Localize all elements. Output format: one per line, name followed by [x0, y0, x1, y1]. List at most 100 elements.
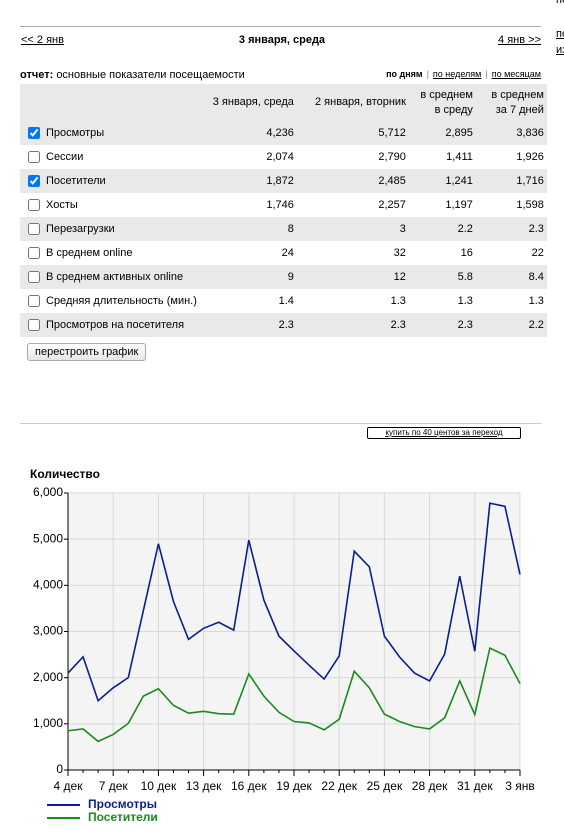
period-link[interactable]: по месяцам — [491, 69, 541, 79]
header-cell: 3 января, среда — [200, 84, 297, 121]
table-row: Перезагрузки 8 3 2.2 2.3 — [20, 217, 547, 241]
row-label: В среднем online — [46, 246, 133, 259]
value-cell: 1,926 — [516, 151, 544, 163]
row-checkbox[interactable] — [28, 295, 40, 308]
report-label: отчет: — [20, 69, 54, 81]
row-label: Посетители — [46, 174, 106, 187]
report-heading: отчет: основные показатели посещаемости — [20, 69, 245, 81]
header-row: 3 января, среда 2 января, вторник в средне… — [20, 84, 547, 121]
x-tick-label: 7 дек — [99, 779, 129, 793]
legend-label: Просмотры — [88, 797, 157, 811]
value-cell: 3,836 — [516, 127, 544, 139]
legend-label: Посетители — [88, 810, 158, 824]
header-text: в среднем за 7 дней — [491, 88, 544, 116]
buy-link[interactable]: купить по 40 центов за переход — [367, 427, 521, 439]
row-label-cell: Просмотров на посетителя — [20, 313, 200, 337]
x-tick-label: 10 дек — [141, 779, 177, 793]
row-checkbox[interactable] — [28, 247, 40, 260]
x-tick-label: 25 дек — [367, 779, 403, 793]
table-row: Посетители 1,872 2,485 1,241 1,716 — [20, 169, 547, 193]
row-checkbox[interactable] — [28, 127, 40, 140]
x-tick-label: 4 дек — [54, 779, 84, 793]
row-label-cell: Перезагрузки — [20, 217, 200, 241]
x-tick-label: 31 дек — [457, 779, 493, 793]
value-cell: 1.3 — [528, 295, 544, 307]
y-tick-label: 5,000 — [33, 531, 63, 545]
period-link[interactable]: по дням — [386, 69, 423, 79]
value-cell: 2,485 — [378, 175, 406, 187]
edge-text[interactable]: из — [556, 44, 564, 56]
current-date: 3 января, среда — [238, 34, 326, 46]
value-cell: 2.2 — [457, 223, 473, 235]
row-label: В среднем активных online — [46, 270, 184, 283]
edge-text[interactable]: пе — [556, 0, 564, 6]
value-cell: 1,241 — [445, 175, 473, 187]
row-checkbox[interactable] — [28, 175, 40, 188]
value-cell: 1,716 — [516, 175, 544, 187]
value-cell: 8 — [287, 223, 294, 235]
edge-text[interactable]: по — [556, 28, 564, 40]
y-tick-label: 4,000 — [33, 578, 63, 592]
value-cell: 1.4 — [278, 295, 294, 307]
x-tick-label: 16 дек — [231, 779, 267, 793]
table-row: Сессии 2,074 2,790 1,411 1,926 — [20, 145, 547, 169]
header-text: 2 января, вторник — [315, 96, 406, 108]
value-cell: 12 — [393, 271, 406, 283]
divider — [20, 423, 541, 424]
header-cell: в среднем в среду — [409, 84, 476, 121]
value-cell: 24 — [281, 247, 294, 259]
value-cell: 5,712 — [378, 127, 406, 139]
value-cell: 1,197 — [445, 199, 473, 211]
header-cell: в среднем за 7 дней — [476, 84, 547, 121]
chart-title: Количество — [30, 467, 100, 481]
value-cell: 2.3 — [278, 319, 294, 331]
value-cell: 8.4 — [528, 271, 544, 283]
next-day-link[interactable]: 4 янв >> — [498, 34, 541, 46]
row-checkbox[interactable] — [28, 199, 40, 212]
rebuild-button[interactable]: перестроить график — [27, 343, 147, 361]
row-label-cell: В среднем online — [20, 241, 200, 265]
y-tick-label: 6,000 — [33, 485, 63, 499]
stats-table: 3 января, среда 2 января, вторник в средне… — [20, 84, 547, 337]
value-cell: 32 — [393, 247, 406, 259]
row-label: Перезагрузки — [46, 222, 115, 235]
value-cell: 2.3 — [390, 319, 406, 331]
row-label-cell: Сессии — [20, 145, 200, 169]
y-tick-label: 0 — [56, 762, 63, 776]
value-cell: 2.3 — [528, 223, 544, 235]
value-cell: 3 — [399, 223, 406, 235]
table-row: Просмотров на посетителя 2.3 2.3 2.3 2.2 — [20, 313, 547, 337]
row-label-cell: В среднем активных online — [20, 265, 200, 289]
row-checkbox[interactable] — [28, 151, 40, 164]
header-text: 3 января, среда — [212, 96, 294, 108]
table-row: Просмотры 4,236 5,712 2,895 3,836 — [20, 121, 547, 145]
row-checkbox[interactable] — [28, 319, 40, 332]
period-links: по дням | по неделям | по месяцам — [386, 69, 541, 79]
row-label: Просмотры — [46, 126, 105, 139]
separator: | — [485, 69, 488, 79]
header-text: в среднем в среду — [420, 88, 473, 116]
value-cell: 4,236 — [266, 127, 294, 139]
prev-day-link[interactable]: << 2 янв — [21, 34, 64, 46]
value-cell: 1,746 — [266, 199, 294, 211]
value-cell: 2,895 — [445, 127, 473, 139]
value-cell: 2.3 — [457, 319, 473, 331]
row-label: Средняя длительность (мин.) — [46, 294, 197, 307]
value-cell: 2,257 — [378, 199, 406, 211]
report-title: основные показатели посещаемости — [56, 69, 245, 81]
value-cell: 1.3 — [390, 295, 406, 307]
series-line — [67, 646, 521, 743]
x-tick-label: 13 дек — [186, 779, 222, 793]
period-link[interactable]: по неделям — [432, 69, 482, 79]
value-cell: 2.2 — [528, 319, 544, 331]
row-checkbox[interactable] — [28, 223, 40, 236]
header-cell — [20, 84, 200, 121]
table-row: В среднем online 24 32 16 22 — [20, 241, 547, 265]
y-tick-label: 2,000 — [33, 670, 63, 684]
x-tick-label: 3 янв — [505, 779, 535, 793]
value-cell: 9 — [287, 271, 294, 283]
row-checkbox[interactable] — [28, 271, 40, 284]
table-row: Средняя длительность (мин.) 1.4 1.3 1.3 1.3 — [20, 289, 547, 313]
value-cell: 1,411 — [446, 151, 473, 163]
